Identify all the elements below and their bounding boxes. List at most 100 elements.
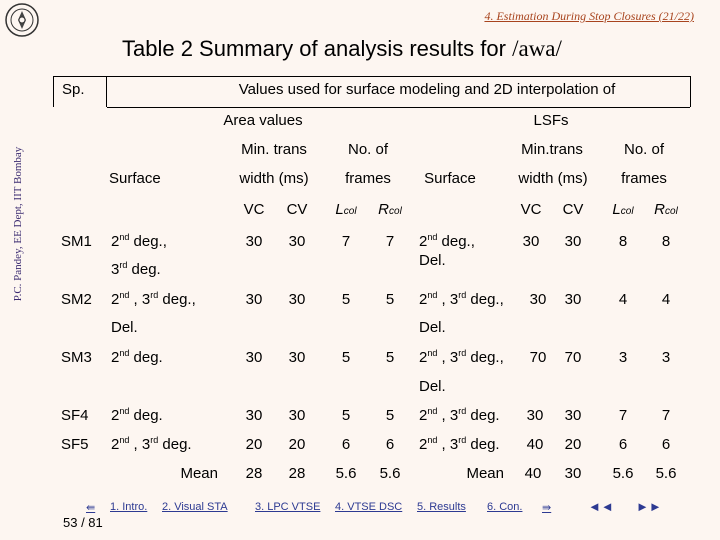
header-surface-lsf: Surface [424, 170, 476, 187]
header-sp: Sp. [62, 81, 85, 98]
row-sf5-l-rcol: 6 [661, 436, 671, 453]
header-rcol-lsf: Rcol [654, 201, 678, 218]
row-sm1-l-vc: 30 [522, 233, 540, 250]
header-lcol-lsf: Lcol [612, 201, 634, 218]
row-sm1-l-cv: 30 [564, 233, 582, 250]
row-sm1-a-vc: 30 [245, 233, 263, 250]
row-sf4-l-cv: 30 [564, 407, 582, 424]
header-min-trans-area: Min. trans [241, 141, 307, 158]
header-frames-lsf: frames [621, 170, 667, 187]
row-sf4-l-lcol: 7 [618, 407, 628, 424]
row-sm2-lsf-surface: 2nd , 3rd deg., [419, 290, 504, 308]
table-left-rule [53, 76, 54, 107]
mean-label-lsf: Mean [466, 465, 504, 482]
row-sf4-area-surface: 2nd deg. [111, 406, 163, 424]
row-sf5-a-rcol: 6 [385, 436, 395, 453]
row-sf5-a-vc: 20 [245, 436, 263, 453]
table-sp-rule [106, 76, 107, 107]
header-cv-area: CV [286, 201, 308, 218]
row-sm2-l-cv: 30 [564, 291, 582, 308]
table-top-rule [53, 76, 690, 77]
title-prefix: Table 2 Summary of analysis results for [122, 36, 506, 61]
nav-con[interactable]: 6. Con. [487, 501, 523, 513]
row-sm3-a-rcol: 5 [385, 349, 395, 366]
header-surface-area: Surface [109, 170, 161, 187]
mean-l-rcol: 5.6 [655, 465, 677, 482]
row-sf5-l-lcol: 6 [618, 436, 628, 453]
row-sf5-a-cv: 20 [288, 436, 306, 453]
row-sf5-a-lcol: 6 [341, 436, 351, 453]
nav-prev-button[interactable]: ◄◄ [588, 499, 614, 514]
row-sf5-l-cv: 20 [564, 436, 582, 453]
row-sm3-l-rcol: 3 [661, 349, 671, 366]
mean-a-rcol: 5.6 [379, 465, 401, 482]
header-values-used: Values used for surface modeling and 2D … [238, 81, 616, 98]
row-sm2-l-lcol: 4 [618, 291, 628, 308]
row-sm2-lsf-surface-line2: Del. [419, 319, 446, 336]
row-sm3-sp: SM3 [61, 349, 92, 366]
row-sf4-sp: SF4 [61, 407, 89, 424]
row-sm1-area-surface: 2nd deg., [111, 232, 167, 250]
row-sm1-lsf-surface: 2nd deg., [419, 232, 475, 250]
mean-label-area: Mean [180, 465, 218, 482]
row-sf4-a-rcol: 5 [385, 407, 395, 424]
row-sm2-l-rcol: 4 [661, 291, 671, 308]
header-cv-lsf: CV [562, 201, 584, 218]
iit-logo [5, 3, 39, 37]
row-sf4-l-rcol: 7 [661, 407, 671, 424]
nav-results[interactable]: 5. Results [417, 501, 466, 513]
header-width-area: width (ms) [239, 170, 309, 187]
row-sf4-lsf-surface: 2nd , 3rd deg. [419, 406, 500, 424]
row-sm2-a-lcol: 5 [341, 291, 351, 308]
row-sm3-l-lcol: 3 [618, 349, 628, 366]
header-lsfs: LSFs [533, 112, 569, 129]
row-sm2-area-surface-line2: Del. [111, 319, 138, 336]
header-no-of-area: No. of [347, 141, 389, 158]
row-sm1-sp: SM1 [61, 233, 92, 250]
header-width-lsf: width (ms) [518, 170, 588, 187]
nav-visual-sta[interactable]: 2. Visual STA [162, 501, 228, 513]
mean-a-cv: 28 [288, 465, 306, 482]
row-sf5-l-vc: 40 [526, 436, 544, 453]
row-sf4-a-cv: 30 [288, 407, 306, 424]
table-header-rule [107, 107, 690, 108]
row-sm2-a-vc: 30 [245, 291, 263, 308]
row-sm3-area-surface: 2nd deg. [111, 348, 163, 366]
header-rcol-area: Rcol [378, 201, 402, 218]
header-vc-lsf: VC [520, 201, 542, 218]
row-sm2-sp: SM2 [61, 291, 92, 308]
section-link[interactable]: 4. Estimation During Stop Closures (21/2… [484, 9, 694, 23]
mean-a-lcol: 5.6 [335, 465, 357, 482]
mean-l-cv: 30 [564, 465, 582, 482]
row-sm1-l-rcol: 8 [661, 233, 671, 250]
nav-home[interactable]: ⇚ [86, 502, 96, 514]
header-no-of-lsf: No. of [623, 141, 665, 158]
row-sm2-a-rcol: 5 [385, 291, 395, 308]
header-vc-area: VC [243, 201, 265, 218]
row-sm3-l-cv: 70 [564, 349, 582, 366]
row-sf5-lsf-surface: 2nd , 3rd deg. [419, 435, 500, 453]
header-frames-area: frames [345, 170, 391, 187]
row-sm1-a-rcol: 7 [385, 233, 395, 250]
row-sm1-a-lcol: 7 [341, 233, 351, 250]
row-sm3-lsf-surface: 2nd , 3rd deg., [419, 348, 504, 366]
row-sm3-a-vc: 30 [245, 349, 263, 366]
row-sm3-a-lcol: 5 [341, 349, 351, 366]
header-area-values: Area values [223, 112, 303, 129]
mean-l-lcol: 5.6 [612, 465, 634, 482]
nav-end[interactable]: ⇛ [542, 502, 552, 514]
row-sm2-area-surface: 2nd , 3rd deg., [111, 290, 196, 308]
row-sf5-area-surface: 2nd , 3rd deg. [111, 435, 192, 453]
mean-a-vc: 28 [245, 465, 263, 482]
row-sf4-a-lcol: 5 [341, 407, 351, 424]
nav-intro[interactable]: 1. Intro. [110, 501, 148, 513]
nav-next-button[interactable]: ►► [636, 499, 662, 514]
nav-vtse-dsc[interactable]: 4. VTSE DSC [335, 501, 403, 513]
row-sf4-l-vc: 30 [526, 407, 544, 424]
nav-lpc-vtse[interactable]: 3. LPC VTSE [255, 501, 321, 513]
header-lcol-area: Lcol [335, 201, 357, 218]
row-sm1-l-lcol: 8 [618, 233, 628, 250]
row-sf5-sp: SF5 [61, 436, 89, 453]
row-sm1-area-surface-line2: 3rd deg. [111, 260, 161, 278]
row-sm2-a-cv: 30 [288, 291, 306, 308]
